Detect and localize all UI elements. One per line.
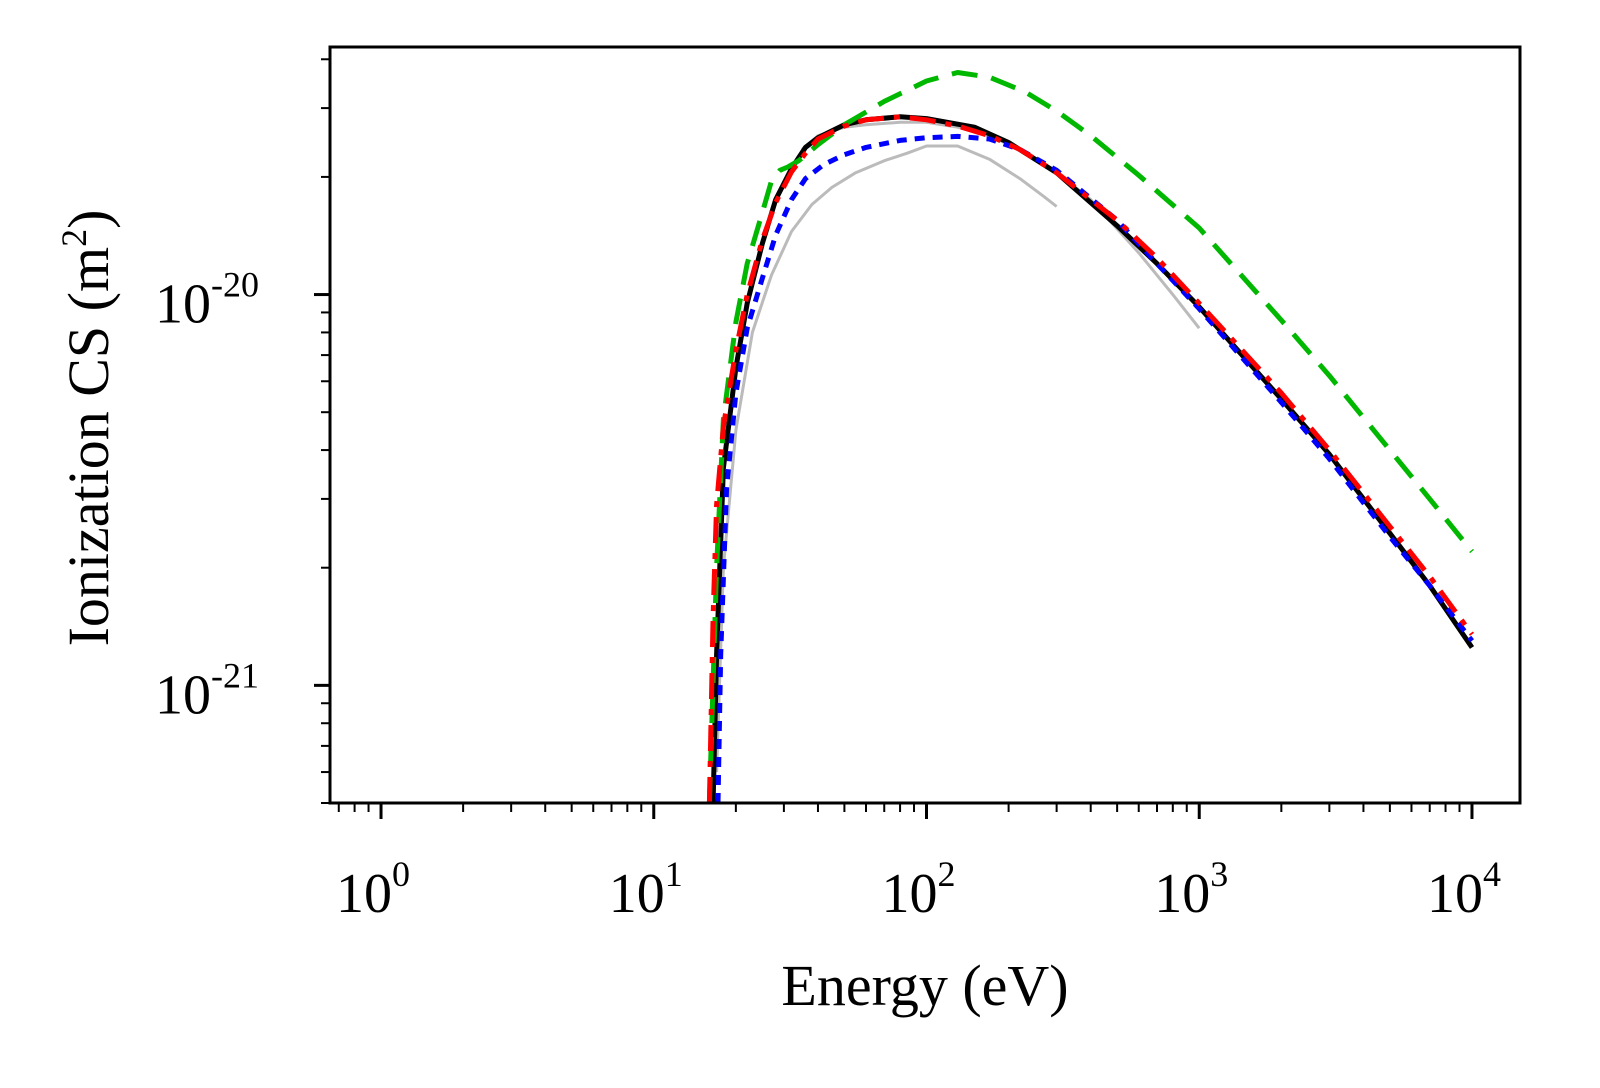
series-line-5 xyxy=(706,114,1475,804)
y-axis-title: Ionization CS (m2) xyxy=(54,210,121,647)
x-tick-exponent: 3 xyxy=(1210,854,1228,894)
y-axis-title-superscript: 2 xyxy=(54,229,94,247)
y-tick-exponent: -21 xyxy=(211,655,259,695)
x-tick-exponent: 1 xyxy=(665,854,683,894)
x-tick-base: 10 xyxy=(881,863,937,925)
y-tick-base: 10 xyxy=(155,664,211,726)
y-tick-base: 10 xyxy=(155,274,211,336)
x-tick-exponent: 2 xyxy=(937,854,955,894)
series-line-0 xyxy=(715,144,1058,773)
y-tick-exponent: -20 xyxy=(211,265,259,305)
x-tick-exponent: 4 xyxy=(1483,854,1501,894)
x-axis-title: Energy (eV) xyxy=(781,953,1068,1018)
series-line-2 xyxy=(710,114,1475,804)
series-line-4 xyxy=(715,133,1474,804)
x-tick-exponent: 0 xyxy=(392,854,410,894)
x-tick-label-2: 102 xyxy=(881,854,955,925)
y-tick-label-0: 10-20 xyxy=(155,265,259,336)
tick-layer xyxy=(314,58,1474,819)
series-layer xyxy=(706,70,1475,804)
x-tick-base: 10 xyxy=(1427,863,1483,925)
x-tick-base: 10 xyxy=(609,863,665,925)
y-axis-title-main: Ionization CS (m xyxy=(56,247,121,647)
plot-frame xyxy=(328,45,1522,805)
y-axis-title-close: ) xyxy=(56,210,121,229)
x-tick-label-0: 100 xyxy=(336,854,410,925)
x-tick-base: 10 xyxy=(1154,863,1210,925)
x-tick-label-4: 104 xyxy=(1427,854,1501,925)
x-tick-label-1: 101 xyxy=(609,854,683,925)
series-line-1 xyxy=(801,120,1201,330)
x-tick-base: 10 xyxy=(336,863,392,925)
y-tick-label-1: 10-21 xyxy=(155,655,259,726)
series-line-3 xyxy=(706,70,1474,804)
x-tick-label-3: 103 xyxy=(1154,854,1228,925)
